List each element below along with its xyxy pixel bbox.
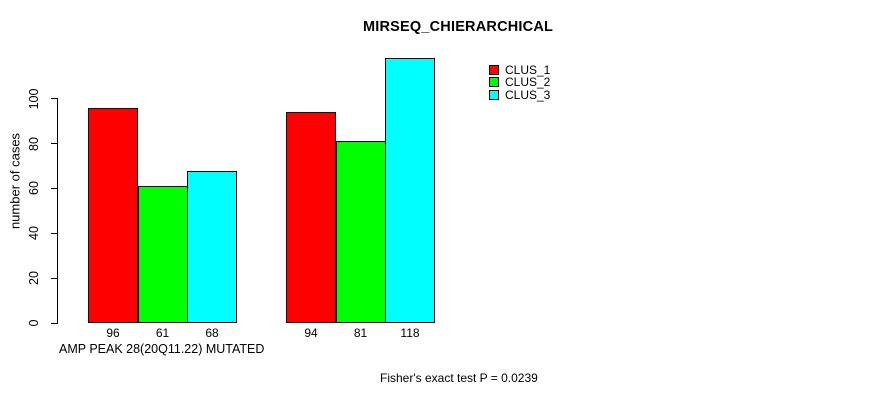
legend-label-clus_1: CLUS_1 <box>505 62 551 77</box>
y-tick-label-100: 100 <box>27 88 41 110</box>
y-tick-100 <box>51 98 58 100</box>
y-tick-80 <box>51 143 58 145</box>
y-tick-0 <box>51 322 58 324</box>
x-axis-label: AMP PEAK 28(20Q11.22) MUTATED <box>59 342 265 356</box>
bar-clus_1-group1 <box>88 107 138 323</box>
y-tick-label-40: 40 <box>27 226 41 241</box>
y-tick-40 <box>51 232 58 234</box>
bar-value-clus_2-group2: 81 <box>353 326 368 340</box>
bar-clus_2-group1 <box>137 186 188 323</box>
y-tick-label-80: 80 <box>27 136 41 151</box>
bar-value-clus_3-group2: 118 <box>400 326 420 340</box>
bar-value-clus_3-group1: 68 <box>205 326 219 340</box>
chart-title: MIRSEQ_CHIERARCHICAL <box>362 19 554 35</box>
y-tick-label-20: 20 <box>27 271 41 286</box>
fisher-test-note: Fisher's exact test P = 0.0239 <box>380 371 538 385</box>
legend-swatch-clus_2 <box>489 77 499 88</box>
bar-clus_3-group1 <box>187 170 237 323</box>
bar-value-clus_1-group2: 94 <box>304 326 318 340</box>
bar-value-clus_1-group1: 96 <box>106 326 120 340</box>
y-tick-20 <box>51 277 58 279</box>
legend-label-clus_3: CLUS_3 <box>505 87 551 102</box>
legend-swatch-clus_1 <box>489 64 499 75</box>
bar-clus_3-group2 <box>385 58 435 323</box>
bar-clus_1-group2 <box>286 112 336 323</box>
y-axis-line <box>57 99 58 324</box>
legend-swatch-clus_3 <box>489 89 499 100</box>
y-tick-label-60: 60 <box>27 181 41 196</box>
y-tick-60 <box>51 187 58 189</box>
legend-label-clus_2: CLUS_2 <box>505 75 551 90</box>
bar-value-clus_2-group1: 61 <box>155 326 170 340</box>
bar-clus_2-group2 <box>335 141 386 323</box>
y-axis-label: number of cases <box>7 132 23 230</box>
y-tick-label-0: 0 <box>27 319 41 327</box>
